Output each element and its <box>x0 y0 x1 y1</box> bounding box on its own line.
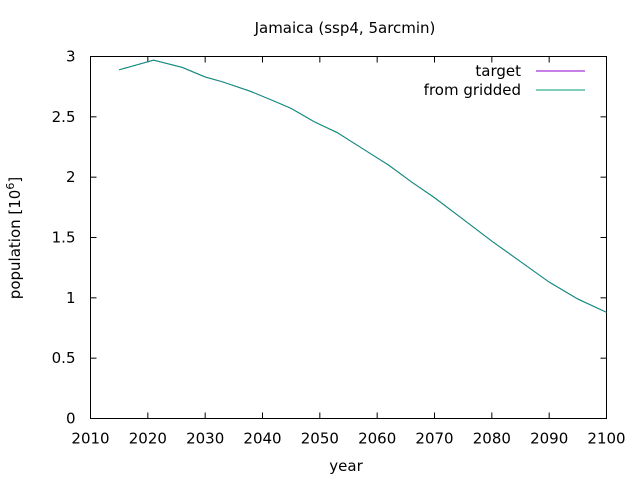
y-tick-label: 3 <box>66 48 76 66</box>
x-tick-label: 2020 <box>129 430 167 448</box>
y-tick-label: 2 <box>66 168 76 186</box>
x-tick-label: 2080 <box>473 430 511 448</box>
x-tick-label: 2030 <box>186 430 224 448</box>
y-tick-label: 2.5 <box>52 108 76 126</box>
x-tick-label: 2050 <box>301 430 339 448</box>
x-tick-label: 2010 <box>71 430 109 448</box>
y-tick-label: 0.5 <box>52 349 76 367</box>
x-tick-label: 2090 <box>530 430 568 448</box>
x-tick-label: 2100 <box>587 430 625 448</box>
x-tick-label: 2070 <box>415 430 453 448</box>
y-tick-label: 1 <box>66 289 76 307</box>
x-axis-label: year <box>329 457 363 475</box>
y-axis: 0 0.5 1 1.5 2 2.5 3 <box>52 48 607 428</box>
plot-frame <box>90 56 607 419</box>
x-tick-label: 2060 <box>358 430 396 448</box>
y-axis-label-main: population [10 <box>6 190 24 300</box>
y-tick-label: 1.5 <box>52 229 76 247</box>
legend: target from gridded <box>424 62 585 99</box>
series-line-from-gridded <box>119 59 607 313</box>
y-axis-label-exponent: 6 <box>4 183 17 190</box>
x-tick-label: 2040 <box>243 430 281 448</box>
x-axis: 2010 2020 2030 2040 2050 2060 2070 2080 2090 2100 <box>71 56 626 448</box>
y-axis-label: population [106] <box>4 177 24 299</box>
chart-title: Jamaica (ssp4, 5arcmin) <box>254 19 436 37</box>
legend-label-target: target <box>475 62 521 80</box>
legend-label-from-gridded: from gridded <box>424 81 521 99</box>
series-lines <box>119 59 607 313</box>
y-axis-label-close: ] <box>6 177 24 183</box>
series-line-target <box>119 59 607 313</box>
y-tick-label: 0 <box>66 410 76 428</box>
